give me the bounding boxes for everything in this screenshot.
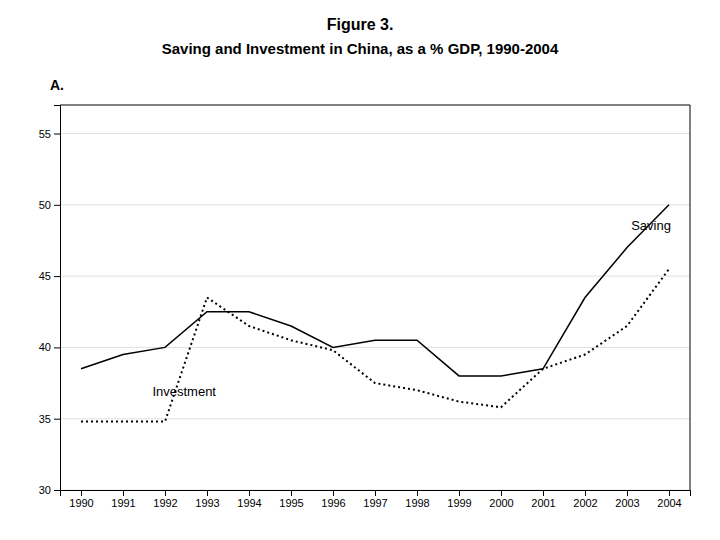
grid-line — [60, 276, 690, 277]
tick-label: 2003 — [615, 497, 639, 509]
panel-label: A. — [50, 77, 64, 93]
tick-label: 1998 — [405, 497, 429, 509]
series-line — [81, 269, 669, 422]
tick-label: 1990 — [69, 497, 93, 509]
tick-label: 2000 — [489, 497, 513, 509]
tick-mark — [291, 490, 292, 496]
tick: 50 — [39, 199, 60, 211]
tick-mark — [54, 347, 60, 348]
tick-label: 1994 — [237, 497, 261, 509]
subtitle: Saving and Investment in China, as a % G… — [162, 40, 559, 57]
tick-label: 1999 — [447, 497, 471, 509]
tick-mark — [249, 490, 250, 496]
annotation: Saving — [631, 218, 671, 233]
x-axis: 1990 1991 1992 1993 1994 1995 1996 1997 1998 1999… — [61, 490, 691, 509]
tick-label: 1997 — [363, 497, 387, 509]
tick: 1990 — [69, 490, 93, 509]
tick-label: 30 — [39, 484, 51, 496]
tick-label: 50 — [39, 199, 51, 211]
axis-line — [61, 491, 691, 497]
tick: 1997 — [363, 490, 387, 509]
tick-label: 2004 — [657, 497, 681, 509]
tick: 1995 — [279, 490, 303, 509]
tick-label: 2001 — [531, 497, 555, 509]
tick: 1996 — [321, 490, 345, 509]
tick-label: 1992 — [153, 497, 177, 509]
series-group — [81, 205, 669, 422]
tick-mark — [123, 490, 124, 496]
plot: 1990 1991 1992 1993 1994 1995 1996 1997 1998 1999… — [39, 105, 691, 509]
tick: 1991 — [111, 490, 135, 509]
tick-mark — [627, 490, 628, 496]
tick-mark — [333, 490, 334, 496]
series-line — [81, 205, 669, 376]
tick-mark — [417, 490, 418, 496]
grid-line — [60, 204, 690, 205]
tick: 40 — [39, 341, 60, 353]
tick-mark — [54, 490, 60, 491]
tick-mark — [207, 490, 208, 496]
tick-mark — [669, 490, 670, 496]
tick: 2003 — [615, 490, 639, 509]
tick-mark — [165, 490, 166, 496]
tick: 1998 — [405, 490, 429, 509]
tick: 1993 — [195, 490, 219, 509]
tick-label: 1996 — [321, 497, 345, 509]
tick: 2002 — [573, 490, 597, 509]
tick: 2004 — [657, 490, 681, 509]
axis-line — [54, 106, 61, 491]
tick: 35 — [39, 413, 60, 425]
tick-mark — [54, 205, 60, 206]
tick-label: 1993 — [195, 497, 219, 509]
grid — [60, 134, 690, 490]
tick-mark — [459, 490, 460, 496]
tick: 1994 — [237, 490, 261, 509]
tick: 2001 — [531, 490, 555, 509]
annotation: Investment — [152, 384, 216, 399]
tick-mark — [501, 490, 502, 496]
grid-line — [60, 133, 690, 134]
tick: 55 — [39, 128, 60, 140]
grid-line — [60, 418, 690, 419]
tick: 2000 — [489, 490, 513, 509]
chart: Figure 3. Saving and Investment in China,… — [0, 0, 720, 540]
tick-mark — [543, 490, 544, 496]
tick-label: 40 — [39, 341, 51, 353]
tick-label: 1995 — [279, 497, 303, 509]
tick-label: 45 — [39, 270, 51, 282]
tick: 30 — [39, 484, 60, 496]
tick-mark — [54, 276, 60, 277]
tick: 45 — [39, 270, 60, 282]
tick-mark — [54, 419, 60, 420]
tick-mark — [585, 490, 586, 496]
tick-mark — [54, 134, 60, 135]
tick: 1992 — [153, 490, 177, 509]
tick-label: 55 — [39, 128, 51, 140]
grid-line — [60, 347, 690, 348]
tick-mark — [375, 490, 376, 496]
frame-right — [690, 105, 691, 490]
tick-label: 35 — [39, 413, 51, 425]
tick-label: 1991 — [111, 497, 135, 509]
frame-top — [60, 105, 690, 106]
title: Figure 3. — [327, 16, 394, 33]
tick-mark — [81, 490, 82, 496]
tick-label: 2002 — [573, 497, 597, 509]
tick: 1999 — [447, 490, 471, 509]
y-axis: 30 35 40 45 50 55 — [39, 106, 61, 497]
